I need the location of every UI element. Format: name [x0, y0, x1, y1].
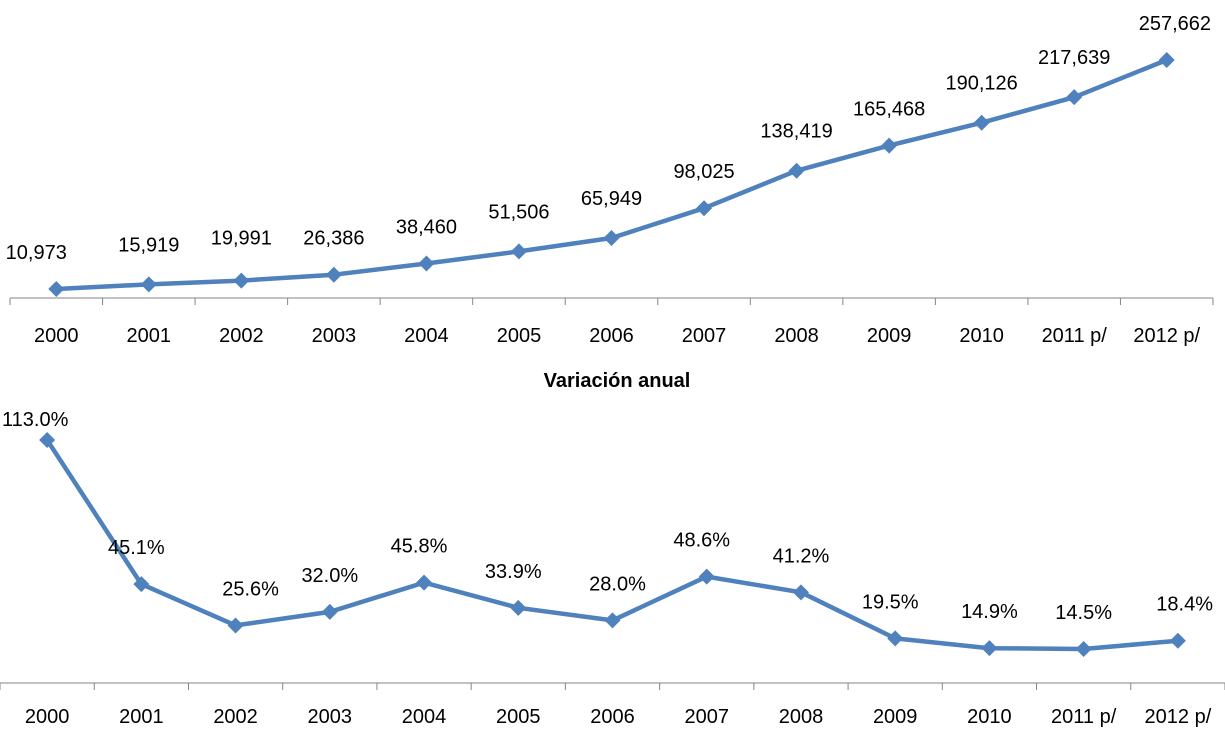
data-label: 28.0%: [589, 573, 646, 595]
x-tick-label: 2006: [590, 706, 635, 727]
data-point-marker: [39, 432, 56, 448]
x-tick-label: 2009: [873, 706, 918, 727]
data-label: 51,506: [488, 201, 549, 223]
data-point-marker: [792, 584, 809, 601]
x-tick-label: 2010: [959, 325, 1004, 347]
data-point-marker: [698, 568, 715, 585]
data-point-marker: [510, 243, 527, 260]
x-tick-label: 2005: [496, 706, 541, 727]
data-label: 10,973: [6, 242, 67, 264]
data-point-marker: [603, 229, 620, 246]
data-label: 19,991: [211, 228, 272, 250]
x-tick-label: 2009: [867, 325, 912, 347]
x-tick-label: 2001: [119, 706, 164, 727]
data-point-marker: [416, 574, 433, 591]
data-label: 45.8%: [391, 536, 448, 558]
data-label: 257,662: [1139, 13, 1211, 35]
x-tick-label: 2000: [25, 706, 70, 727]
data-label: 38,460: [396, 216, 457, 238]
data-label: 18.4%: [1156, 594, 1213, 616]
x-tick-label: 2012 p/: [1145, 706, 1212, 727]
data-point-marker: [1158, 52, 1175, 68]
x-tick-label: 2012 p/: [1133, 325, 1200, 347]
x-tick-label: 2007: [682, 325, 727, 347]
data-point-marker: [510, 599, 527, 616]
data-point-marker: [227, 617, 244, 634]
x-tick-label: 2011 p/: [1042, 325, 1108, 347]
x-tick-label: 2003: [312, 325, 357, 347]
x-tick-label: 2004: [402, 706, 447, 727]
x-tick-label: 2008: [779, 706, 824, 727]
x-tick-label: 2001: [127, 325, 172, 347]
data-label: 14.9%: [961, 601, 1018, 623]
x-tick-label: 2006: [589, 325, 634, 347]
data-point-marker: [140, 276, 157, 293]
data-label: 113.0%: [2, 409, 69, 431]
x-tick-label: 2005: [497, 325, 542, 347]
data-point-marker: [418, 255, 435, 272]
data-label: 41.2%: [773, 545, 830, 567]
x-tick-label: 2011 p/: [1051, 706, 1117, 727]
x-tick-label: 2003: [308, 706, 353, 727]
data-point-marker: [973, 114, 990, 131]
data-point-marker: [981, 640, 998, 657]
data-point-marker: [604, 612, 621, 629]
data-point-marker: [133, 576, 150, 593]
data-point-marker: [325, 266, 342, 283]
data-label: 32.0%: [301, 565, 358, 587]
data-label: 190,126: [946, 73, 1018, 95]
chart-panel-total: 2000 2001 2002 2003 2004 2005 2006 2007 2008 2009…: [6, 13, 1214, 347]
data-label: 15,919: [118, 234, 179, 256]
data-label: 98,025: [673, 161, 734, 183]
data-label: 65,949: [581, 188, 642, 210]
data-point-marker: [321, 603, 338, 620]
x-tick-label: 2002: [213, 706, 258, 727]
chart-panel-annual-variation: Variación anual 2000 2001 2002 2003 2004 2005…: [0, 370, 1225, 728]
x-tick-label: 2008: [774, 325, 819, 347]
data-point-marker: [881, 137, 898, 154]
x-tick-label: 2002: [219, 325, 264, 347]
data-point-marker: [1169, 632, 1186, 649]
data-point-marker: [48, 281, 65, 297]
data-label: 138,419: [760, 121, 832, 143]
x-tick-label: 2010: [967, 706, 1012, 727]
data-label: 48.6%: [673, 530, 730, 552]
x-tick-label: 2007: [684, 706, 729, 727]
x-tick-label: 2004: [404, 325, 449, 347]
data-point-marker: [696, 200, 713, 217]
x-tick-label: 2000: [34, 325, 79, 347]
data-point-marker: [1075, 641, 1092, 657]
data-label: 19.5%: [862, 591, 919, 613]
data-point-marker: [233, 272, 250, 289]
chart-title: Variación anual: [544, 370, 691, 392]
data-label: 25.6%: [222, 578, 279, 600]
data-label: 165,468: [853, 99, 925, 121]
data-label: 217,639: [1038, 47, 1110, 69]
data-label: 14.5%: [1055, 602, 1112, 624]
data-label: 33.9%: [485, 561, 542, 583]
data-label: 26,386: [303, 228, 364, 250]
data-point-marker: [1066, 89, 1083, 106]
data-point-marker: [788, 162, 805, 179]
data-label: 45.1%: [108, 537, 165, 559]
data-point-marker: [887, 630, 904, 647]
